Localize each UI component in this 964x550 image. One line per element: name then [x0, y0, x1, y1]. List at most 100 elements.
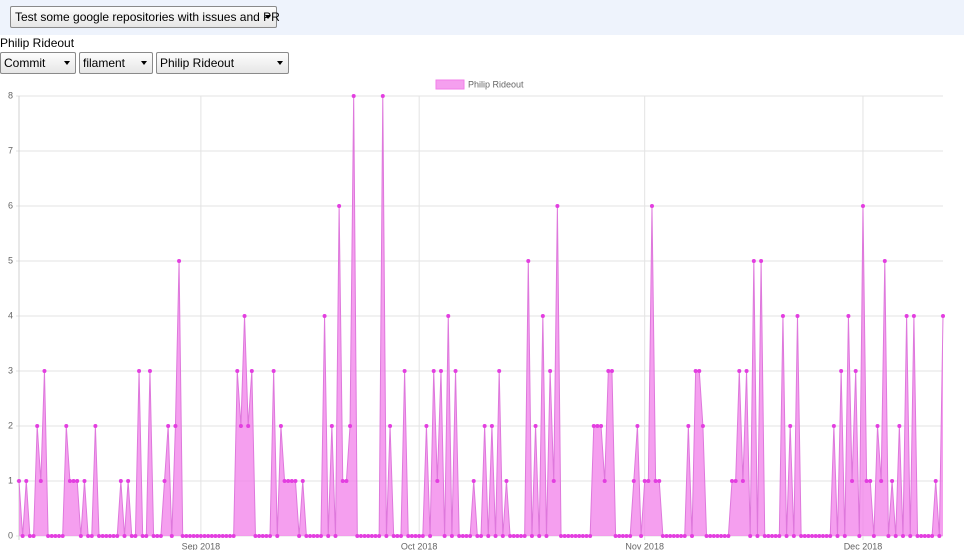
point: [602, 479, 607, 483]
point: [278, 424, 283, 428]
point: [311, 534, 316, 538]
point: [777, 534, 782, 538]
y-tick-label: 4: [8, 310, 13, 320]
point: [388, 424, 393, 428]
point: [628, 534, 633, 538]
point: [147, 369, 152, 373]
point: [435, 479, 440, 483]
repo-filter-select[interactable]: filament: [79, 52, 153, 74]
point: [762, 534, 767, 538]
point: [220, 534, 225, 538]
point: [842, 534, 847, 538]
point: [238, 424, 243, 428]
point: [282, 479, 287, 483]
point: [315, 534, 320, 538]
point: [588, 534, 593, 538]
point: [355, 534, 360, 538]
point: [519, 534, 524, 538]
point: [358, 534, 363, 538]
point: [300, 479, 305, 483]
x-tick-label: Nov 2018: [625, 541, 664, 550]
point: [93, 424, 98, 428]
y-tick-label: 3: [8, 365, 13, 375]
point: [318, 534, 323, 538]
point: [664, 534, 669, 538]
point: [515, 534, 520, 538]
point: [795, 314, 800, 318]
point: [639, 534, 644, 538]
point: [369, 534, 374, 538]
point: [617, 534, 622, 538]
point: [82, 479, 87, 483]
point: [457, 534, 462, 538]
point: [540, 314, 545, 318]
point: [693, 369, 698, 373]
point: [529, 534, 534, 538]
point: [64, 424, 69, 428]
point: [442, 534, 447, 538]
point: [107, 534, 112, 538]
point: [260, 534, 265, 538]
point: [297, 534, 302, 538]
point: [828, 534, 833, 538]
point: [548, 369, 553, 373]
point: [780, 314, 785, 318]
point: [86, 534, 91, 538]
point: [846, 314, 851, 318]
point: [209, 534, 214, 538]
point: [217, 534, 222, 538]
point: [926, 534, 931, 538]
point: [573, 534, 578, 538]
point: [289, 479, 294, 483]
point: [38, 479, 43, 483]
point: [348, 424, 353, 428]
point: [446, 314, 451, 318]
point: [464, 534, 469, 538]
point: [257, 534, 262, 538]
point: [806, 534, 811, 538]
user-select[interactable]: Philip Rideout: [156, 52, 289, 74]
top-bar: Test some google repositories with issue…: [0, 0, 964, 35]
point: [198, 534, 203, 538]
point: [526, 259, 531, 263]
point: [35, 424, 40, 428]
point: [569, 534, 574, 538]
point: [213, 534, 218, 538]
point: [933, 479, 938, 483]
point: [129, 534, 134, 538]
point: [177, 259, 182, 263]
point: [140, 534, 145, 538]
point: [340, 479, 345, 483]
repo-select[interactable]: Test some google repositories with issue…: [10, 6, 280, 28]
point: [679, 534, 684, 538]
point: [559, 534, 564, 538]
point: [904, 314, 909, 318]
point: [242, 314, 247, 318]
point: [275, 534, 280, 538]
point: [824, 534, 829, 538]
point: [151, 534, 156, 538]
point: [46, 534, 51, 538]
point: [631, 479, 636, 483]
point: [187, 534, 192, 538]
point: [740, 479, 745, 483]
point: [402, 369, 407, 373]
point: [322, 314, 327, 318]
y-tick-label: 8: [8, 90, 13, 100]
point: [20, 534, 25, 538]
y-tick-label: 7: [8, 145, 13, 155]
point: [726, 534, 731, 538]
point: [231, 534, 236, 538]
type-select[interactable]: Commit: [0, 52, 76, 74]
point: [660, 534, 665, 538]
point: [770, 534, 775, 538]
point: [784, 534, 789, 538]
point: [635, 424, 640, 428]
point: [766, 534, 771, 538]
point: [420, 534, 425, 538]
point: [497, 369, 502, 373]
point: [53, 534, 58, 538]
point: [900, 534, 905, 538]
point: [373, 534, 378, 538]
point: [835, 534, 840, 538]
